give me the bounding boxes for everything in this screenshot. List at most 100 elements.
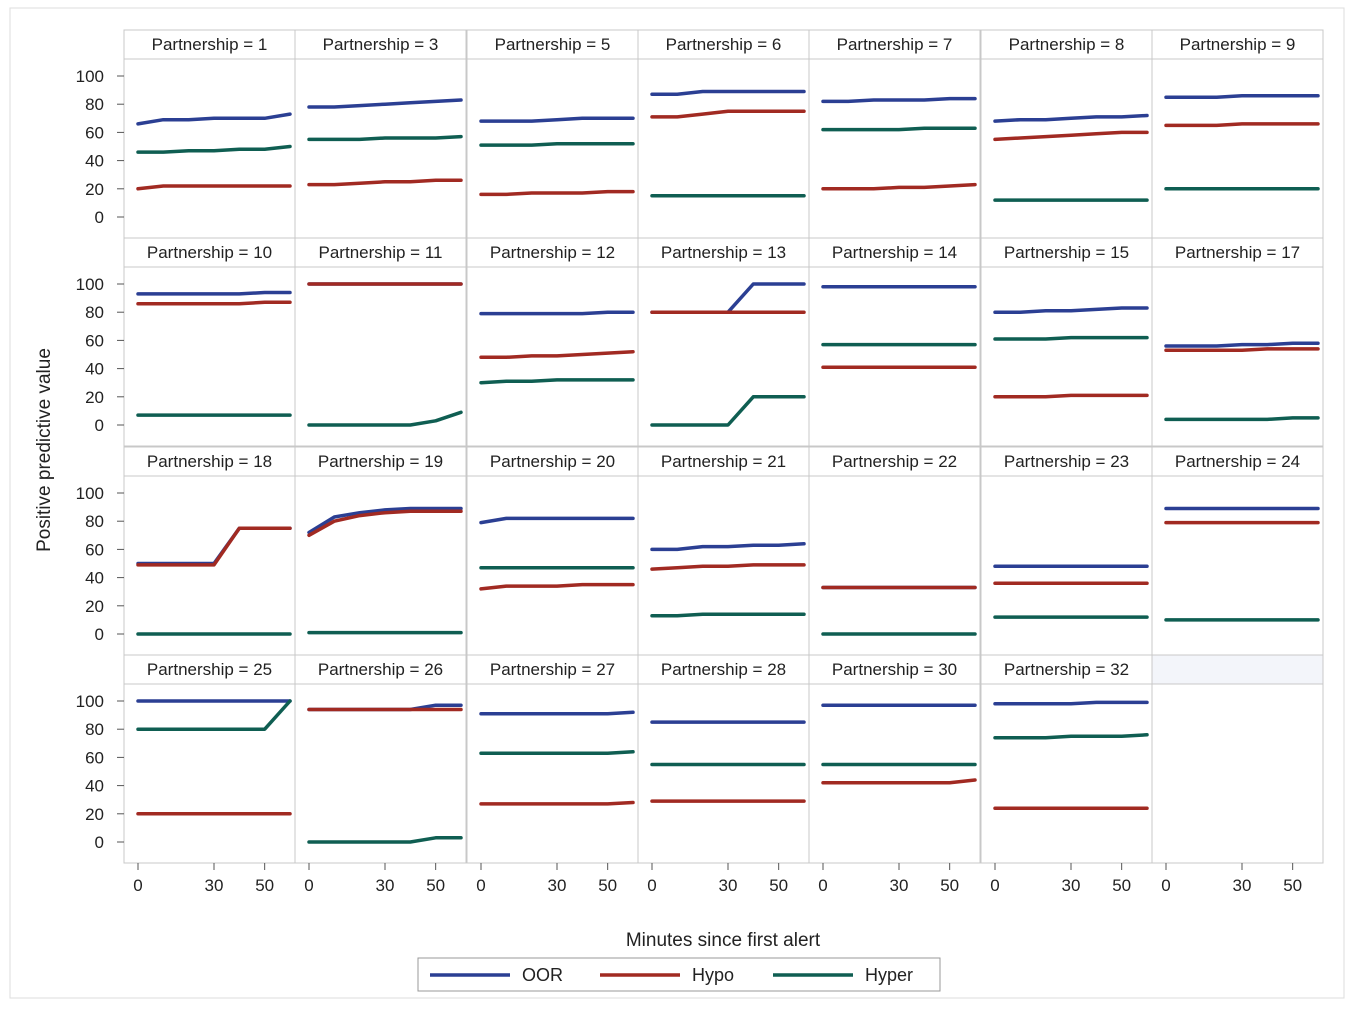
panel-title: Partnership = 13 <box>661 243 786 262</box>
panel-partnership-24: Partnership = 24 <box>1151 446 1324 656</box>
x-axis-col-7: 0 30 50 <box>1161 863 1302 895</box>
panel-body <box>980 58 1153 239</box>
series-line-hypo <box>307 509 463 538</box>
panel-partnership-11: Partnership = 11 <box>294 237 467 447</box>
series-line-hypo <box>136 300 292 306</box>
y-tick-label: 40 <box>85 360 104 379</box>
x-tick-label: 30 <box>205 876 224 895</box>
y-tick-label: 20 <box>85 180 104 199</box>
panel-partnership-9: Partnership = 9 <box>1151 29 1324 239</box>
y-tick-label: 0 <box>95 208 104 227</box>
panel-empty <box>1151 654 1324 864</box>
y-tick-label: 100 <box>76 275 104 294</box>
series-line-oor <box>307 98 463 109</box>
panel-header <box>808 237 981 268</box>
panel-body <box>980 266 1153 447</box>
series-line-hyper <box>650 612 806 618</box>
x-axis-col-4: 0 30 50 <box>647 863 788 895</box>
series-line-hyper <box>307 836 463 844</box>
legend-item-oor: OOR <box>430 965 563 985</box>
legend-label: OOR <box>522 965 563 985</box>
panel-body <box>808 266 981 447</box>
y-tick-label: 100 <box>76 692 104 711</box>
series-line-oor <box>650 542 806 552</box>
panel-header <box>294 446 467 477</box>
y-tick-label: 40 <box>85 152 104 171</box>
panel-body <box>980 683 1153 864</box>
y-tick-label: 40 <box>85 777 104 796</box>
panel-body <box>1151 475 1324 656</box>
y-tick-label: 100 <box>76 67 104 86</box>
panel-body <box>1151 683 1324 864</box>
panel-body <box>466 683 639 864</box>
x-tick-label: 0 <box>304 876 313 895</box>
panel-partnership-32: Partnership = 32 <box>980 654 1153 864</box>
series-line-hypo <box>650 109 806 119</box>
y-tick-label: 40 <box>85 569 104 588</box>
series-line-hyper <box>1164 416 1320 422</box>
panel-body <box>808 475 981 656</box>
panel-title: Partnership = 32 <box>1004 660 1129 679</box>
panel-partnership-1: Partnership = 1 <box>123 29 296 239</box>
x-tick-label: 50 <box>1112 876 1131 895</box>
series-line-oor <box>136 290 292 296</box>
y-tick-label: 80 <box>85 95 104 114</box>
series-line-oor <box>993 306 1149 314</box>
panel-partnership-30: Partnership = 30 <box>808 654 981 864</box>
y-tick-label: 20 <box>85 805 104 824</box>
panel-partnership-19: Partnership = 19 <box>294 446 467 656</box>
y-tick-label: 60 <box>85 331 104 350</box>
panel-partnership-18: Partnership = 18 <box>123 446 296 656</box>
series-line-oor <box>821 96 977 104</box>
panel-header <box>980 654 1153 685</box>
panel-body <box>294 683 467 864</box>
y-axis-row-2: 0 20 40 60 80 100 <box>76 275 124 435</box>
series-line-hyper <box>993 335 1149 341</box>
series-line-oor <box>650 89 806 97</box>
panel-title: Partnership = 25 <box>147 660 272 679</box>
panel-body <box>808 58 981 239</box>
y-axis-row-3: 0 20 40 60 80 100 <box>76 484 124 644</box>
panel-header <box>808 446 981 477</box>
panel-title: Partnership = 28 <box>661 660 786 679</box>
panel-title: Partnership = 12 <box>490 243 615 262</box>
panel-title: Partnership = 30 <box>832 660 957 679</box>
panel-header <box>294 237 467 268</box>
series-line-hypo <box>307 178 463 187</box>
series-line-oor <box>479 516 635 525</box>
panel-partnership-14: Partnership = 14 <box>808 237 981 447</box>
panel-title: Partnership = 21 <box>661 452 786 471</box>
panel-partnership-5: Partnership = 5 <box>466 29 639 239</box>
series-line-hypo <box>993 130 1149 142</box>
x-tick-label: 50 <box>426 876 445 895</box>
panel-partnership-3: Partnership = 3 <box>294 29 467 239</box>
panel-header <box>637 237 810 268</box>
x-tick-label: 30 <box>719 876 738 895</box>
panel-partnership-7: Partnership = 7 <box>808 29 981 239</box>
series-line-hypo <box>136 526 292 567</box>
panel-header <box>980 446 1153 477</box>
series-line-hypo <box>479 189 635 197</box>
series-line-hyper <box>821 126 977 132</box>
series-line-oor <box>307 506 463 535</box>
series-line-hyper <box>479 141 635 147</box>
panel-partnership-23: Partnership = 23 <box>980 446 1153 656</box>
x-tick-label: 30 <box>548 876 567 895</box>
y-axis-row-4: 0 20 40 60 80 100 <box>76 692 124 852</box>
x-axis-col-3: 0 30 50 <box>476 863 617 895</box>
x-axis-col-1: 0 30 50 <box>133 863 274 895</box>
x-axis-label: Minutes since first alert <box>626 930 821 951</box>
x-axis-col-6: 0 30 50 <box>990 863 1131 895</box>
series-line-hypo <box>1164 122 1320 128</box>
panel-partnership-13: Partnership = 13 <box>637 237 810 447</box>
series-line-hyper <box>993 733 1149 740</box>
panel-body <box>1151 58 1324 239</box>
x-tick-label: 30 <box>376 876 395 895</box>
panel-body <box>637 683 810 864</box>
y-tick-label: 0 <box>95 625 104 644</box>
x-tick-label: 0 <box>1161 876 1170 895</box>
x-tick-label: 0 <box>476 876 485 895</box>
x-tick-label: 50 <box>769 876 788 895</box>
series-line-oor <box>993 113 1149 123</box>
